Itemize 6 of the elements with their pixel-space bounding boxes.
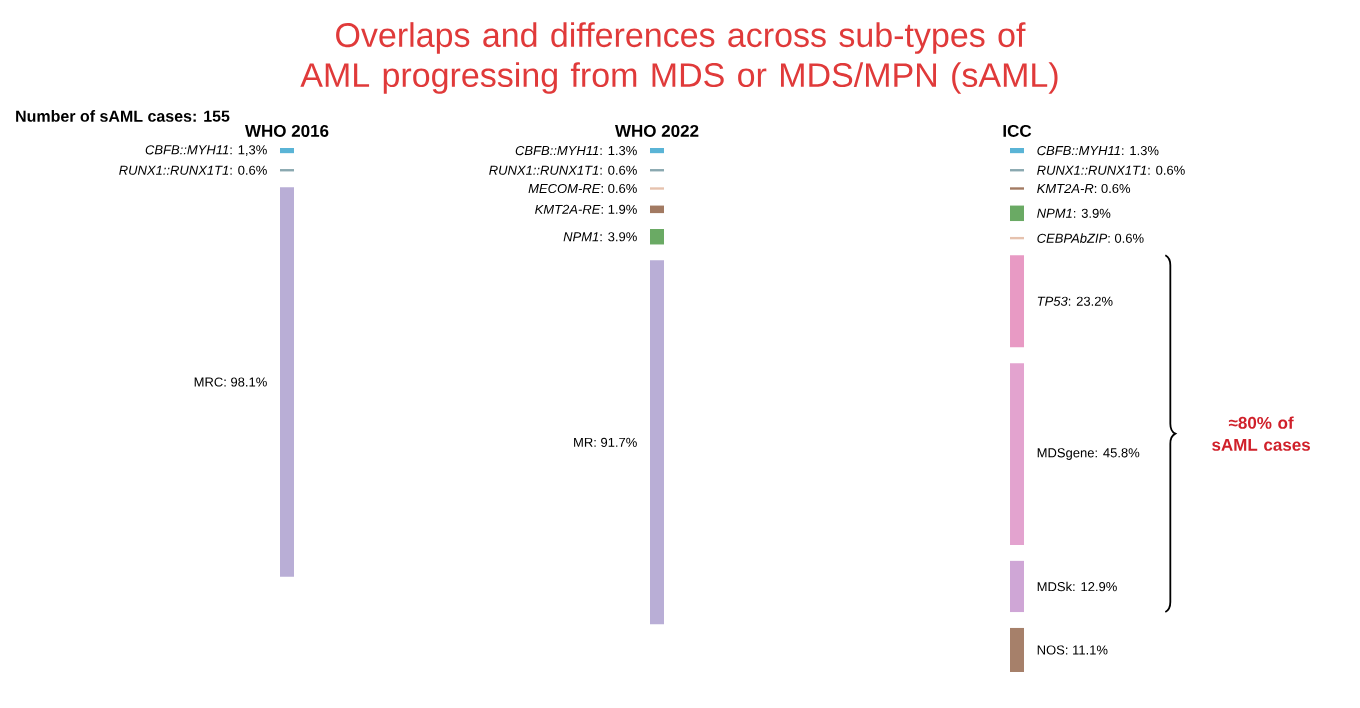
text: Overlaps and differences across sub-types of AML progressing from MDS or MDS/MPN (sAML) bbox=[300, 22, 1058, 94]
text: ICC bbox=[1003, 124, 1032, 137]
text: ≈80% of sAML cases bbox=[1212, 416, 1310, 451]
text: Number of sAML cases: 155 bbox=[16, 110, 230, 122]
text: WHO 2016 bbox=[244, 124, 329, 137]
text: WHO 2022 bbox=[614, 124, 699, 137]
